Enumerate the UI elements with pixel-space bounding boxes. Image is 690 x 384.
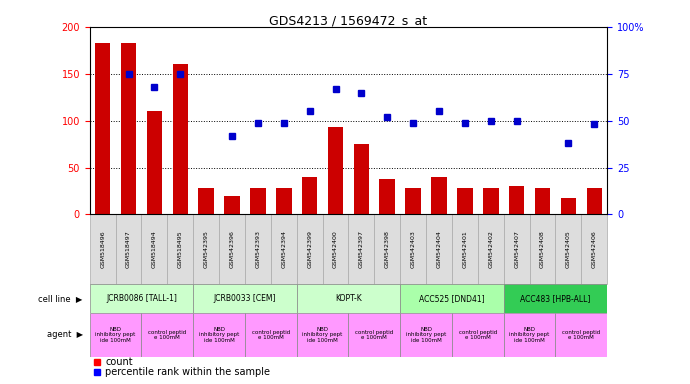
FancyBboxPatch shape: [400, 214, 426, 283]
FancyBboxPatch shape: [426, 214, 452, 283]
FancyBboxPatch shape: [270, 214, 297, 283]
FancyBboxPatch shape: [245, 313, 297, 357]
Text: GSM542393: GSM542393: [255, 230, 260, 268]
Text: GSM542406: GSM542406: [592, 230, 597, 268]
Bar: [380, 179, 395, 214]
Text: GSM542397: GSM542397: [359, 230, 364, 268]
FancyBboxPatch shape: [581, 214, 607, 283]
FancyBboxPatch shape: [477, 214, 504, 283]
FancyBboxPatch shape: [400, 283, 504, 313]
Bar: [431, 177, 446, 214]
FancyBboxPatch shape: [504, 313, 555, 357]
FancyBboxPatch shape: [297, 283, 400, 313]
FancyBboxPatch shape: [555, 214, 581, 283]
Bar: [199, 188, 214, 214]
Text: GSM518495: GSM518495: [178, 230, 183, 268]
Text: NBD
inhibitory pept
ide 100mM: NBD inhibitory pept ide 100mM: [509, 327, 550, 343]
Text: KOPT-K: KOPT-K: [335, 294, 362, 303]
FancyBboxPatch shape: [116, 214, 141, 283]
Text: GSM542408: GSM542408: [540, 230, 545, 268]
Text: JCRB0086 [TALL-1]: JCRB0086 [TALL-1]: [106, 294, 177, 303]
Bar: [483, 188, 498, 214]
Text: GSM518496: GSM518496: [100, 230, 105, 268]
FancyBboxPatch shape: [193, 283, 297, 313]
Text: GSM518494: GSM518494: [152, 230, 157, 268]
FancyBboxPatch shape: [90, 283, 193, 313]
Text: NBD
inhibitory pept
ide 100mM: NBD inhibitory pept ide 100mM: [406, 327, 446, 343]
Text: NBD
inhibitory pept
ide 100mM: NBD inhibitory pept ide 100mM: [302, 327, 343, 343]
FancyBboxPatch shape: [141, 214, 167, 283]
FancyBboxPatch shape: [167, 214, 193, 283]
Text: NBD
inhibitory pept
ide 100mM: NBD inhibitory pept ide 100mM: [95, 327, 136, 343]
Bar: [276, 188, 291, 214]
Text: GSM542405: GSM542405: [566, 230, 571, 268]
Bar: [560, 197, 576, 214]
FancyBboxPatch shape: [452, 313, 504, 357]
Text: GSM542401: GSM542401: [462, 230, 467, 268]
Text: ACC483 [HPB-ALL]: ACC483 [HPB-ALL]: [520, 294, 591, 303]
FancyBboxPatch shape: [504, 283, 607, 313]
Title: GDS4213 / 1569472_s_at: GDS4213 / 1569472_s_at: [269, 14, 428, 27]
Bar: [586, 188, 602, 214]
Bar: [405, 188, 421, 214]
Bar: [172, 65, 188, 214]
FancyBboxPatch shape: [219, 214, 245, 283]
Text: GSM542400: GSM542400: [333, 230, 338, 268]
Text: control peptid
e 100mM: control peptid e 100mM: [148, 329, 186, 340]
Bar: [250, 188, 266, 214]
Bar: [457, 188, 473, 214]
FancyBboxPatch shape: [504, 214, 530, 283]
FancyBboxPatch shape: [193, 214, 219, 283]
Text: control peptid
e 100mM: control peptid e 100mM: [562, 329, 600, 340]
FancyBboxPatch shape: [193, 313, 245, 357]
FancyBboxPatch shape: [90, 214, 116, 283]
Text: control peptid
e 100mM: control peptid e 100mM: [355, 329, 393, 340]
FancyBboxPatch shape: [297, 313, 348, 357]
Text: GSM518497: GSM518497: [126, 230, 131, 268]
FancyBboxPatch shape: [452, 214, 477, 283]
FancyBboxPatch shape: [141, 313, 193, 357]
Text: control peptid
e 100mM: control peptid e 100mM: [252, 329, 290, 340]
Bar: [224, 196, 240, 214]
FancyBboxPatch shape: [555, 313, 607, 357]
Text: percentile rank within the sample: percentile rank within the sample: [105, 367, 270, 377]
FancyBboxPatch shape: [530, 214, 555, 283]
Bar: [535, 188, 551, 214]
FancyBboxPatch shape: [245, 214, 270, 283]
FancyBboxPatch shape: [322, 214, 348, 283]
FancyBboxPatch shape: [348, 313, 400, 357]
Text: GSM542395: GSM542395: [204, 230, 208, 268]
Bar: [353, 144, 369, 214]
Text: cell line  ▶: cell line ▶: [39, 294, 83, 303]
Text: GSM542399: GSM542399: [307, 230, 312, 268]
Text: GSM542396: GSM542396: [230, 230, 235, 268]
Text: JCRB0033 [CEM]: JCRB0033 [CEM]: [214, 294, 276, 303]
Bar: [509, 186, 524, 214]
Bar: [302, 177, 317, 214]
Text: GSM542403: GSM542403: [411, 230, 415, 268]
Text: GSM542398: GSM542398: [385, 230, 390, 268]
FancyBboxPatch shape: [297, 214, 322, 283]
Bar: [146, 111, 162, 214]
Text: agent  ▶: agent ▶: [47, 330, 83, 339]
FancyBboxPatch shape: [374, 214, 400, 283]
Bar: [95, 43, 110, 214]
FancyBboxPatch shape: [400, 313, 452, 357]
Text: ACC525 [DND41]: ACC525 [DND41]: [419, 294, 485, 303]
FancyBboxPatch shape: [348, 214, 374, 283]
Text: count: count: [105, 356, 133, 366]
Text: GSM542402: GSM542402: [489, 230, 493, 268]
Text: GSM542407: GSM542407: [514, 230, 519, 268]
Text: GSM542394: GSM542394: [282, 230, 286, 268]
Text: GSM542404: GSM542404: [437, 230, 442, 268]
Text: control peptid
e 100mM: control peptid e 100mM: [459, 329, 497, 340]
Text: NBD
inhibitory pept
ide 100mM: NBD inhibitory pept ide 100mM: [199, 327, 239, 343]
Bar: [121, 43, 137, 214]
Bar: [328, 127, 344, 214]
FancyBboxPatch shape: [90, 313, 141, 357]
